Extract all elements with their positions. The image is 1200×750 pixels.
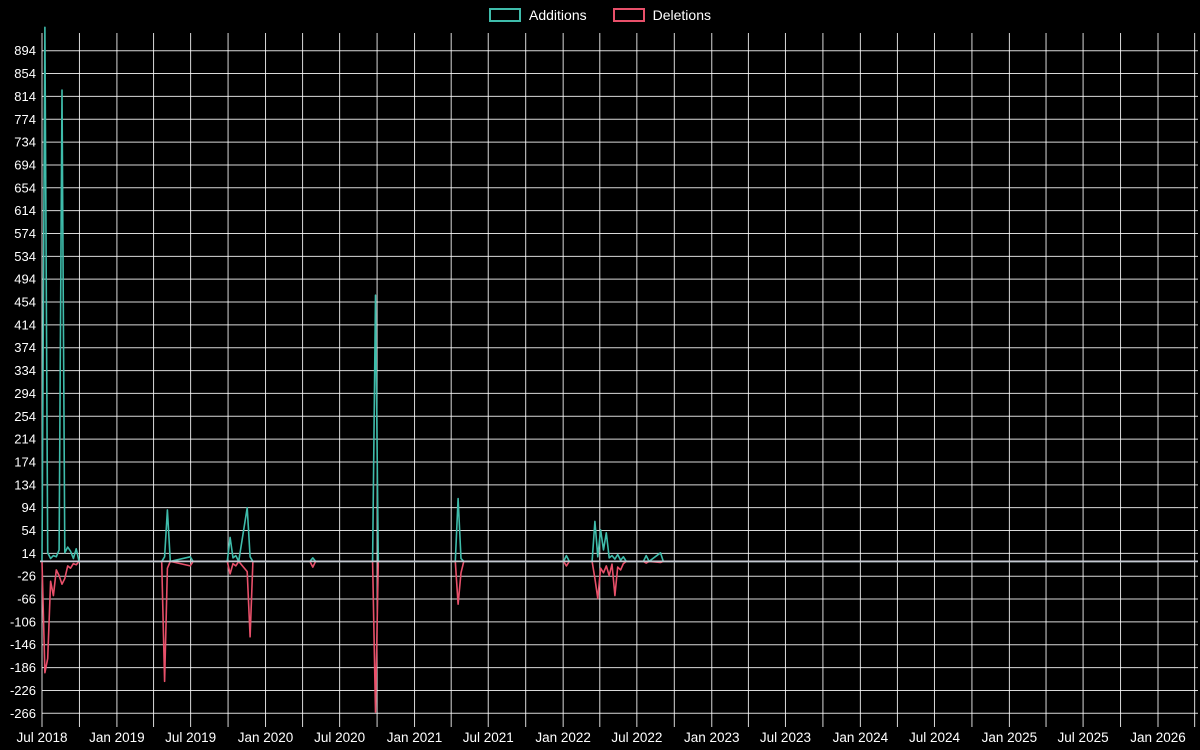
svg-text:614: 614 — [14, 203, 36, 218]
svg-text:Jan 2022: Jan 2022 — [535, 730, 591, 745]
svg-text:-226: -226 — [10, 683, 36, 698]
svg-text:94: 94 — [22, 500, 36, 515]
legend-label-deletions: Deletions — [652, 7, 711, 23]
svg-text:Jul 2021: Jul 2021 — [463, 730, 514, 745]
svg-text:Jan 2021: Jan 2021 — [387, 730, 443, 745]
svg-text:Jul 2022: Jul 2022 — [611, 730, 662, 745]
svg-text:174: 174 — [14, 454, 36, 469]
svg-text:374: 374 — [14, 340, 36, 355]
svg-text:814: 814 — [14, 89, 36, 104]
svg-text:-266: -266 — [10, 706, 36, 721]
svg-text:Jan 2024: Jan 2024 — [833, 730, 889, 745]
svg-text:14: 14 — [22, 546, 36, 561]
svg-text:254: 254 — [14, 409, 36, 424]
svg-text:Jul 2024: Jul 2024 — [909, 730, 961, 745]
svg-text:854: 854 — [14, 66, 36, 81]
legend-item-deletions[interactable]: Deletions — [612, 6, 711, 24]
svg-text:Jul 2025: Jul 2025 — [1058, 730, 1109, 745]
svg-text:-66: -66 — [17, 592, 36, 607]
svg-text:Jan 2026: Jan 2026 — [1130, 730, 1186, 745]
legend-item-additions[interactable]: Additions — [489, 6, 587, 24]
svg-text:454: 454 — [14, 295, 36, 310]
svg-text:Jan 2020: Jan 2020 — [238, 730, 294, 745]
svg-text:-106: -106 — [10, 614, 36, 629]
svg-text:Jan 2019: Jan 2019 — [89, 730, 145, 745]
svg-text:414: 414 — [14, 317, 36, 332]
svg-text:534: 534 — [14, 249, 36, 264]
svg-text:494: 494 — [14, 272, 36, 287]
svg-text:Jul 2020: Jul 2020 — [314, 730, 365, 745]
svg-text:774: 774 — [14, 112, 36, 127]
additions-swatch-icon — [489, 8, 522, 22]
svg-text:-146: -146 — [10, 637, 36, 652]
deletions-swatch-icon — [612, 8, 645, 22]
svg-text:894: 894 — [14, 43, 36, 58]
svg-text:Jul 2018: Jul 2018 — [16, 730, 67, 745]
svg-text:Jan 2023: Jan 2023 — [684, 730, 740, 745]
svg-text:294: 294 — [14, 386, 36, 401]
svg-text:-26: -26 — [17, 569, 36, 584]
legend-label-additions: Additions — [529, 7, 587, 23]
svg-text:694: 694 — [14, 157, 36, 172]
svg-text:334: 334 — [14, 363, 36, 378]
svg-text:54: 54 — [22, 523, 36, 538]
svg-text:134: 134 — [14, 477, 36, 492]
svg-text:Jan 2025: Jan 2025 — [982, 730, 1038, 745]
svg-text:Jul 2019: Jul 2019 — [165, 730, 216, 745]
svg-text:214: 214 — [14, 432, 36, 447]
svg-text:734: 734 — [14, 135, 36, 150]
svg-text:574: 574 — [14, 226, 36, 241]
chart-legend: Additions Deletions — [0, 6, 1200, 24]
svg-text:Jul 2023: Jul 2023 — [760, 730, 811, 745]
svg-text:654: 654 — [14, 180, 36, 195]
svg-text:-186: -186 — [10, 660, 36, 675]
